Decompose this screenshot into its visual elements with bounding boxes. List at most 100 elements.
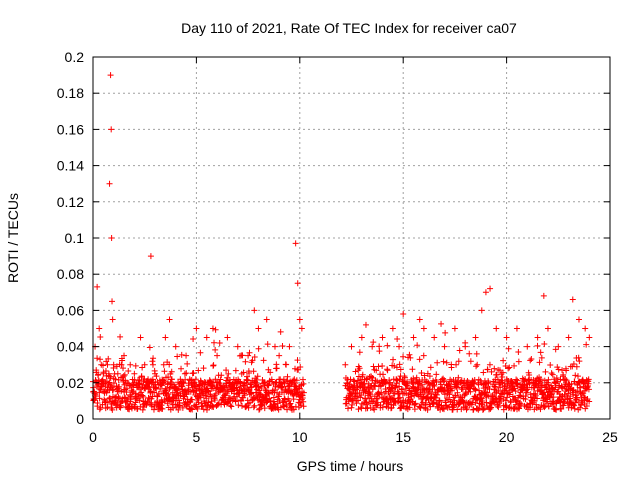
data-point <box>384 342 391 349</box>
data-point <box>420 352 427 359</box>
data-point <box>298 325 305 332</box>
data-point <box>185 382 192 389</box>
data-point <box>374 399 381 406</box>
data-point <box>245 404 252 411</box>
y-tick-label: 0.06 <box>57 302 84 318</box>
data-point <box>254 381 261 387</box>
data-point <box>356 349 363 356</box>
data-point <box>165 391 172 398</box>
data-point <box>542 368 549 375</box>
data-point <box>356 365 363 372</box>
data-point <box>273 379 280 386</box>
data-point <box>573 363 580 370</box>
data-points <box>90 72 593 413</box>
data-point <box>127 361 134 368</box>
data-point <box>348 343 355 350</box>
data-point <box>389 325 396 332</box>
data-point <box>527 357 534 364</box>
y-tick-label: 0.18 <box>57 85 84 101</box>
data-point <box>367 391 374 398</box>
data-point <box>558 406 565 413</box>
data-point <box>188 377 195 384</box>
data-point <box>106 180 113 187</box>
data-point <box>373 367 380 374</box>
data-point <box>279 343 286 350</box>
data-point <box>263 316 270 323</box>
data-point <box>442 329 449 336</box>
data-point <box>513 325 520 332</box>
data-point <box>545 381 552 388</box>
data-point <box>396 361 403 368</box>
data-point <box>575 379 582 386</box>
data-point <box>399 390 406 397</box>
data-point <box>106 394 113 401</box>
data-point <box>225 370 232 377</box>
data-point <box>347 376 354 383</box>
data-point <box>516 405 523 412</box>
data-point <box>484 389 491 396</box>
data-point <box>276 352 283 359</box>
data-point <box>138 373 145 380</box>
data-point <box>209 325 216 332</box>
data-point <box>92 393 99 400</box>
data-point <box>424 406 431 413</box>
data-point <box>396 343 403 350</box>
data-point <box>246 349 253 356</box>
data-point <box>104 361 111 368</box>
data-point <box>256 406 263 413</box>
data-point <box>181 370 188 377</box>
data-point <box>258 385 265 392</box>
y-tick-label: 0.16 <box>57 121 84 137</box>
data-point <box>107 72 114 79</box>
data-point <box>526 380 533 387</box>
data-point <box>390 356 397 363</box>
data-point <box>411 406 418 413</box>
data-point <box>224 399 231 406</box>
data-point <box>473 363 480 370</box>
data-point <box>283 361 290 368</box>
data-point <box>297 402 304 409</box>
data-point <box>450 404 457 411</box>
data-point <box>446 391 453 398</box>
data-point <box>234 343 241 350</box>
data-point <box>190 369 197 376</box>
data-point <box>381 390 388 397</box>
data-point <box>256 405 263 412</box>
x-tick-label: 0 <box>89 429 97 445</box>
data-point <box>296 385 303 392</box>
data-point <box>410 375 417 382</box>
data-point <box>166 316 173 323</box>
y-tick-label: 0 <box>76 411 84 427</box>
data-point <box>575 316 582 323</box>
data-point <box>577 391 584 398</box>
data-point <box>375 390 382 397</box>
data-point <box>386 377 393 384</box>
data-point <box>345 405 352 412</box>
data-point <box>586 398 593 405</box>
x-tick-label: 20 <box>499 429 515 445</box>
data-point <box>214 352 221 359</box>
data-point <box>505 345 512 352</box>
data-point <box>211 396 218 403</box>
data-point <box>157 386 164 393</box>
data-point <box>553 406 560 413</box>
data-point <box>544 325 551 332</box>
data-point <box>484 366 491 373</box>
data-point <box>487 405 494 412</box>
data-point <box>120 373 127 380</box>
data-point <box>108 126 115 133</box>
data-point <box>174 353 181 360</box>
data-point <box>224 334 231 341</box>
x-tick-label: 25 <box>602 429 618 445</box>
data-point <box>95 371 102 378</box>
data-point <box>408 388 415 395</box>
data-point <box>212 346 219 353</box>
data-point <box>571 402 578 409</box>
data-point <box>178 365 185 372</box>
data-point <box>348 404 355 411</box>
data-point <box>102 383 109 390</box>
data-point <box>552 406 559 413</box>
data-point <box>354 377 361 384</box>
data-point <box>569 296 576 303</box>
data-point <box>105 370 112 377</box>
